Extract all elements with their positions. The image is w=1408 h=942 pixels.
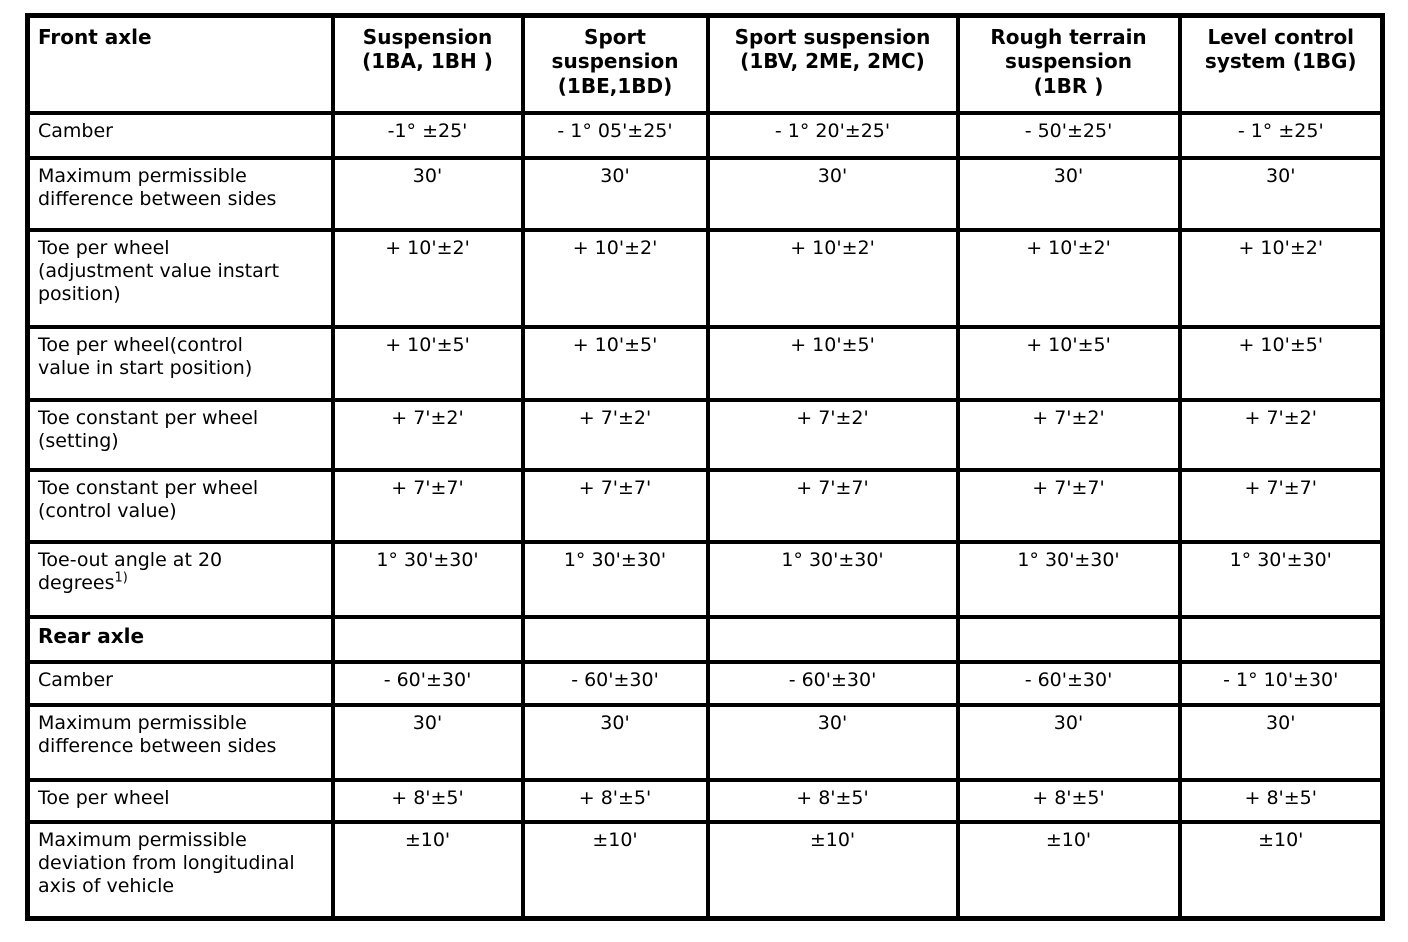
spec-value-cell: + 7'±7' [1177, 467, 1385, 544]
spec-value-cell: + 7'±2' [955, 397, 1182, 472]
spec-value-cell [1177, 614, 1385, 664]
spec-value-cell: + 10'±5' [330, 324, 525, 402]
column-header-sport-suspension-1bv-2me-2mc: Sport suspension (1BV, 2ME, 2MC) [705, 13, 960, 115]
spec-value-cell: + 10'±2' [520, 227, 710, 329]
column-header-sport-suspension-1be-1bd: Sport suspension (1BE,1BD) [520, 13, 710, 115]
spec-value-cell: + 10'±2' [1177, 227, 1385, 329]
spec-value-cell: + 7'±2' [705, 397, 960, 472]
spec-value-cell: + 8'±5' [330, 777, 525, 824]
column-header-front-axle: Front axle [25, 13, 335, 115]
section-label-rear-axle: Rear axle [25, 614, 335, 664]
column-header-level-control-system-1bg: Level control system (1BG) [1177, 13, 1385, 115]
row-label: Maximum permissible deviation from longi… [25, 819, 335, 921]
spec-value-cell: + 10'±2' [705, 227, 960, 329]
spec-value-cell: - 60'±30' [705, 659, 960, 707]
footnote-marker: 1) [114, 570, 128, 586]
spec-value-cell: ±10' [955, 819, 1182, 921]
spec-value-cell: + 10'±5' [1177, 324, 1385, 402]
spec-value-cell: + 8'±5' [1177, 777, 1385, 824]
spec-value-cell: + 7'±7' [955, 467, 1182, 544]
spec-value-cell: ±10' [520, 819, 710, 921]
spec-value-cell: + 10'±2' [330, 227, 525, 329]
column-header-suspension-1ba-1bh: Suspension (1BA, 1BH ) [330, 13, 525, 115]
spec-value-cell: - 60'±30' [330, 659, 525, 707]
spec-value-cell: 1° 30'±30' [1177, 539, 1385, 619]
row-label: Toe per wheel [25, 777, 335, 824]
spec-value-cell [520, 614, 710, 664]
spec-value-cell: + 10'±5' [955, 324, 1182, 402]
spec-value-cell: + 7'±2' [1177, 397, 1385, 472]
row-label: Camber [25, 110, 335, 160]
spec-value-cell: 30' [705, 702, 960, 782]
row-label-text: Toe-out angle at 20 degrees [38, 548, 223, 594]
spec-value-cell: 30' [520, 155, 710, 232]
spec-value-cell: + 7'±7' [520, 467, 710, 544]
spec-value-cell: 30' [520, 702, 710, 782]
spec-value-cell: + 10'±2' [955, 227, 1182, 329]
column-header-rough-terrain-suspension-1br: Rough terrain suspension (1BR ) [955, 13, 1182, 115]
spec-value-cell: 1° 30'±30' [705, 539, 960, 619]
spec-value-cell: - 50'±25' [955, 110, 1182, 160]
spec-value-cell: 30' [330, 155, 525, 232]
table-row-rear-toe-per-wheel: Toe per wheel + 8'±5' + 8'±5' + 8'±5' + … [25, 777, 1385, 824]
spec-value-cell: + 8'±5' [520, 777, 710, 824]
spec-value-cell: + 8'±5' [705, 777, 960, 824]
spec-value-cell: - 60'±30' [955, 659, 1182, 707]
spec-value-cell: - 1° ±25' [1177, 110, 1385, 160]
spec-value-cell: - 60'±30' [520, 659, 710, 707]
row-label: Toe per wheel (adjustment value instart … [25, 227, 335, 329]
spec-value-cell: 1° 30'±30' [330, 539, 525, 619]
spec-value-cell: ±10' [705, 819, 960, 921]
spec-value-cell: 30' [330, 702, 525, 782]
row-label: Toe constant per wheel (control value) [25, 467, 335, 544]
spec-value-cell: - 1° 05'±25' [520, 110, 710, 160]
table-row-toe-control-value: Toe per wheel(control value in start pos… [25, 324, 1385, 402]
table-row-rear-camber: Camber - 60'±30' - 60'±30' - 60'±30' - 6… [25, 659, 1385, 707]
spec-value-cell: ±10' [1177, 819, 1385, 921]
spec-value-cell: + 7'±2' [520, 397, 710, 472]
row-label: Toe constant per wheel (setting) [25, 397, 335, 472]
row-label: Toe-out angle at 20 degrees1) [25, 539, 335, 619]
table-row-toe-adjustment-value: Toe per wheel (adjustment value instart … [25, 227, 1385, 329]
row-label: Camber [25, 659, 335, 707]
wheel-alignment-spec-table: Front axle Suspension (1BA, 1BH ) Sport … [25, 13, 1385, 921]
spec-value-cell: + 8'±5' [955, 777, 1182, 824]
spec-value-cell: + 7'±2' [330, 397, 525, 472]
table-row-front-max-difference: Maximum permissible difference between s… [25, 155, 1385, 232]
spec-value-cell: 30' [1177, 155, 1385, 232]
spec-value-cell [955, 614, 1182, 664]
spec-value-cell: + 7'±7' [330, 467, 525, 544]
spec-value-cell: - 1° 20'±25' [705, 110, 960, 160]
spec-value-cell: - 1° 10'±30' [1177, 659, 1385, 707]
table-row-front-camber: Camber -1° ±25' - 1° 05'±25' - 1° 20'±25… [25, 110, 1385, 160]
spec-value-cell: 1° 30'±30' [520, 539, 710, 619]
spec-value-cell: + 10'±5' [705, 324, 960, 402]
spec-value-cell: 30' [1177, 702, 1385, 782]
spec-value-cell: + 7'±7' [705, 467, 960, 544]
spec-value-cell: 30' [705, 155, 960, 232]
spec-value-cell: ±10' [330, 819, 525, 921]
table-row-toe-constant-control: Toe constant per wheel (control value) +… [25, 467, 1385, 544]
spec-value-cell: 30' [955, 702, 1182, 782]
row-label: Maximum permissible difference between s… [25, 702, 335, 782]
table-row-toe-constant-setting: Toe constant per wheel (setting) + 7'±2'… [25, 397, 1385, 472]
spec-value-cell [330, 614, 525, 664]
row-label: Toe per wheel(control value in start pos… [25, 324, 335, 402]
header-row: Front axle Suspension (1BA, 1BH ) Sport … [25, 13, 1385, 115]
table-row-toe-out-angle: Toe-out angle at 20 degrees1) 1° 30'±30'… [25, 539, 1385, 619]
table-row-rear-max-difference: Maximum permissible difference between s… [25, 702, 1385, 782]
table-section-row-rear-axle: Rear axle [25, 614, 1385, 664]
row-label: Maximum permissible difference between s… [25, 155, 335, 232]
spec-value-cell: + 10'±5' [520, 324, 710, 402]
spec-value-cell [705, 614, 960, 664]
table-row-rear-max-deviation: Maximum permissible deviation from longi… [25, 819, 1385, 921]
spec-value-cell: 30' [955, 155, 1182, 232]
spec-value-cell: 1° 30'±30' [955, 539, 1182, 619]
spec-value-cell: -1° ±25' [330, 110, 525, 160]
